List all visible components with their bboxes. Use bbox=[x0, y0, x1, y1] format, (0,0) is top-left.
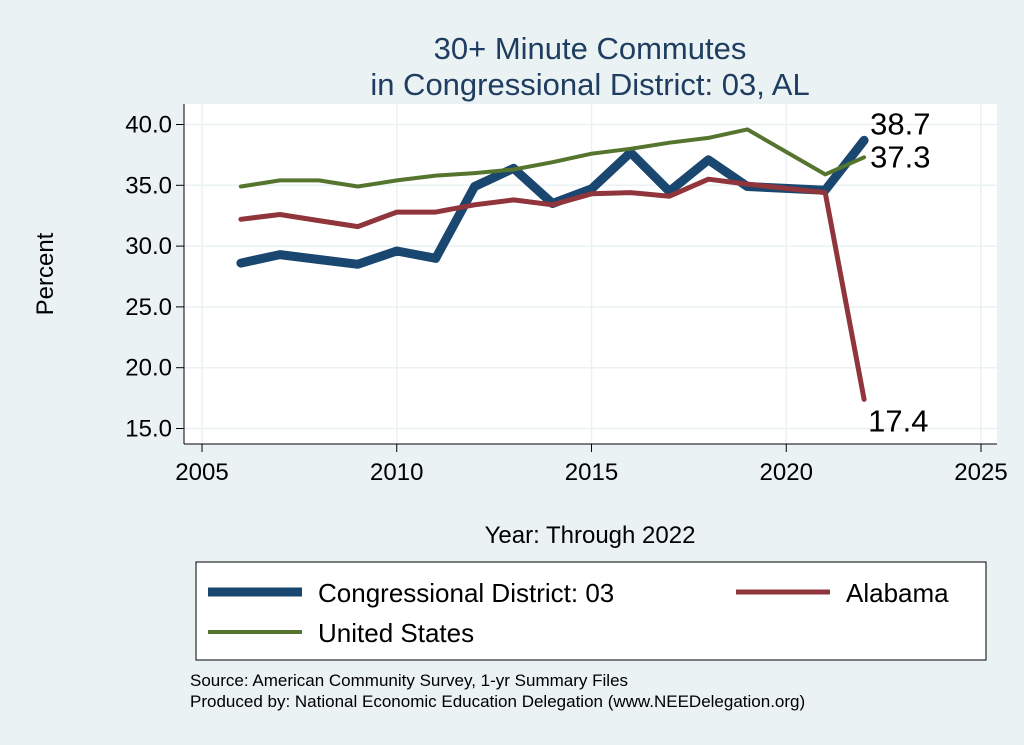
end-label-district: 38.7 bbox=[870, 106, 930, 141]
legend: Congressional District: 03 Alabama Unite… bbox=[195, 561, 987, 661]
y-tick-label: 20.0 bbox=[125, 355, 172, 382]
x-axis-label: Year: Through 2022 bbox=[485, 522, 696, 549]
chart-title-line-1: 30+ Minute Commutes bbox=[434, 31, 747, 66]
series-line-alabama bbox=[238, 176, 867, 402]
y-tick-label: 30.0 bbox=[125, 233, 172, 260]
x-tick-label: 2005 bbox=[175, 459, 228, 486]
legend-box bbox=[195, 561, 987, 661]
legend-label-united-states: United States bbox=[318, 618, 474, 648]
source-note: Source: American Community Survey, 1-yr … bbox=[190, 671, 628, 690]
legend-label-district: Congressional District: 03 bbox=[318, 578, 614, 608]
y-tick-label: 35.0 bbox=[125, 172, 172, 199]
produced-note: Produced by: National Economic Education… bbox=[190, 692, 805, 711]
y-tick-label: 40.0 bbox=[125, 112, 172, 139]
y-tick-label: 25.0 bbox=[125, 294, 172, 321]
legend-label-alabama: Alabama bbox=[846, 578, 949, 608]
series-line-united-states bbox=[238, 127, 867, 189]
y-tick-label: 15.0 bbox=[125, 416, 172, 443]
end-label-alabama: 17.4 bbox=[868, 403, 928, 438]
end-label-united-states: 37.3 bbox=[870, 139, 930, 174]
series-lines bbox=[236, 127, 869, 402]
x-tick-label: 2020 bbox=[760, 459, 813, 486]
chart-title-line-2: in Congressional District: 03, AL bbox=[370, 67, 809, 102]
x-tick-label: 2010 bbox=[370, 459, 423, 486]
y-axis-label: Percent bbox=[32, 232, 59, 315]
x-tick-label: 2025 bbox=[954, 459, 1007, 486]
axes: 15.0 20.0 25.0 30.0 35.0 40.0 2005 2010 2015 2020… bbox=[125, 104, 1008, 486]
end-labels: 38.7 17.4 37.3 bbox=[868, 106, 930, 438]
grid-lines bbox=[184, 104, 997, 444]
series-line-district bbox=[236, 135, 869, 269]
x-tick-label: 2015 bbox=[565, 459, 618, 486]
